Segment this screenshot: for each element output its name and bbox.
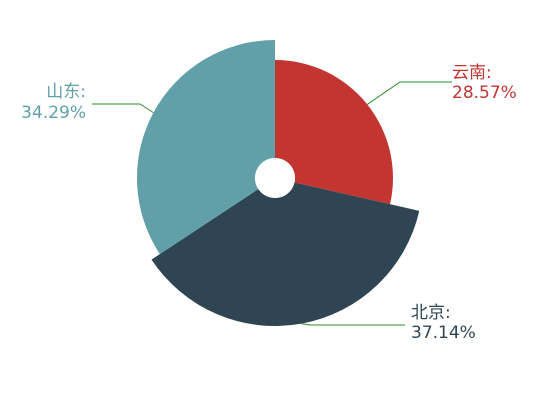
- pie-slice-1[interactable]: [275, 60, 393, 205]
- slice-label-percent-2: 37.14%: [411, 323, 476, 343]
- slice-label-percent-1: 28.57%: [452, 83, 517, 103]
- leader-line-2: [301, 323, 405, 326]
- slice-label-name-3: 山东:: [46, 82, 86, 102]
- leader-line-1: [366, 81, 452, 105]
- slices-layer: [136, 39, 420, 327]
- slice-label-percent-3: 34.29%: [21, 103, 86, 123]
- pie-slice-2[interactable]: [151, 182, 420, 327]
- slice-label-name-1: 云南:: [452, 63, 492, 83]
- slice-label-name-2: 北京:: [411, 303, 451, 323]
- leader-line-3: [92, 103, 154, 114]
- labels-layer: 云南:28.57% 北京:37.14% 山东:34.29%: [21, 63, 517, 343]
- leader-lines-layer: [92, 81, 452, 326]
- pie-slice-3[interactable]: [136, 39, 275, 255]
- donut-center-hole: [255, 158, 295, 198]
